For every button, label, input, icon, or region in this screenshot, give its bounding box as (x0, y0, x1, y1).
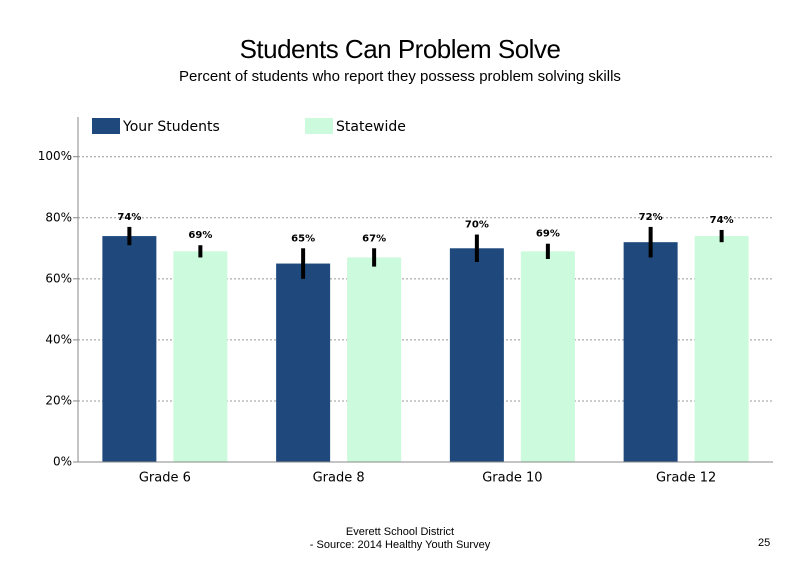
data-label: 74% (710, 215, 734, 226)
bar (347, 257, 402, 462)
data-label: 70% (465, 220, 489, 231)
y-tick-label: 100% (38, 149, 72, 163)
bar (694, 236, 749, 462)
footer-organization: Everett School District (345, 526, 455, 538)
chart-subtitle: Percent of students who report they poss… (179, 68, 621, 85)
bar (449, 248, 504, 462)
data-label: 72% (639, 212, 663, 223)
bar (276, 263, 331, 462)
y-tick-label: 40% (45, 332, 72, 346)
y-tick-label: 20% (45, 393, 72, 407)
legend-label: Your Students (122, 119, 220, 135)
footer-source: - Source: 2014 Healthy Youth Survey (309, 539, 491, 551)
data-label: 67% (362, 233, 386, 244)
legend-swatch (305, 118, 333, 134)
y-tick-label: 0% (53, 455, 72, 469)
legend-label: Statewide (336, 119, 406, 135)
data-label: 74% (117, 212, 141, 223)
y-tick-label: 80% (45, 210, 72, 224)
bar (520, 251, 575, 462)
bar (623, 242, 678, 462)
x-tick-label: Grade 8 (313, 471, 365, 486)
data-label: 69% (188, 230, 212, 241)
page-number: 25 (758, 537, 771, 549)
chart-title: Students Can Problem Solve (239, 34, 561, 64)
data-label: 69% (536, 229, 560, 240)
data-label: 65% (291, 233, 315, 244)
x-tick-label: Grade 6 (139, 471, 191, 486)
legend-swatch (92, 118, 120, 134)
x-tick-label: Grade 12 (656, 471, 716, 486)
bar (102, 236, 157, 462)
bar (173, 251, 228, 462)
x-tick-label: Grade 10 (482, 471, 542, 486)
y-tick-label: 60% (45, 271, 72, 285)
